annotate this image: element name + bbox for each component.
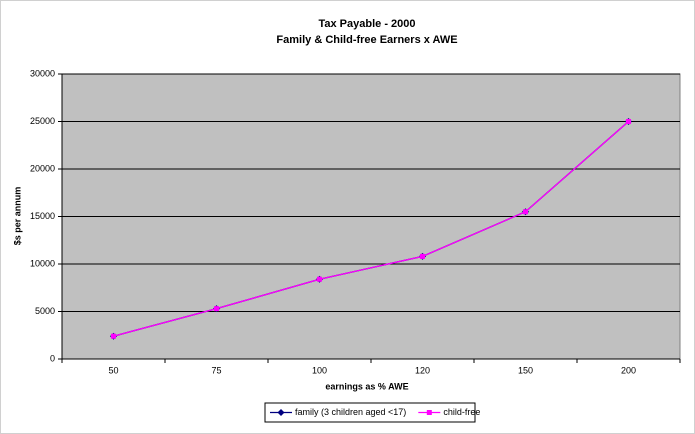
x-tick-label: 200 <box>621 365 636 375</box>
marker <box>626 119 631 124</box>
marker <box>214 306 219 312</box>
x-tick-label: 100 <box>312 365 327 375</box>
marker <box>317 276 322 282</box>
y-axis-title: $s per annum <box>12 187 22 246</box>
marker <box>523 209 528 215</box>
y-tick-label: 20000 <box>30 163 55 173</box>
x-tick-label: 50 <box>108 365 118 375</box>
marker <box>277 409 285 416</box>
y-tick-label: 15000 <box>30 211 55 221</box>
chart-subtitle: Family & Child-free Earners x AWE <box>276 34 457 46</box>
series-line <box>113 121 629 337</box>
marker <box>420 253 425 259</box>
x-tick-label: 150 <box>518 365 533 375</box>
y-tick-label: 0 <box>50 353 55 363</box>
x-axis-title: earnings as % AWE <box>325 381 408 391</box>
x-tick-label: 75 <box>211 365 221 375</box>
marker <box>426 410 432 415</box>
legend-label: child-free <box>443 407 480 417</box>
marker <box>111 333 116 339</box>
y-tick-label: 10000 <box>30 258 55 268</box>
x-tick-label: 120 <box>415 365 430 375</box>
y-tick-label: 25000 <box>30 116 55 126</box>
chart-title: Tax Payable - 2000 <box>318 18 415 30</box>
y-tick-label: 5000 <box>35 306 55 316</box>
y-tick-label: 30000 <box>30 68 55 78</box>
legend-label: family (3 children aged <17) <box>295 407 406 417</box>
legend-box <box>264 402 476 423</box>
